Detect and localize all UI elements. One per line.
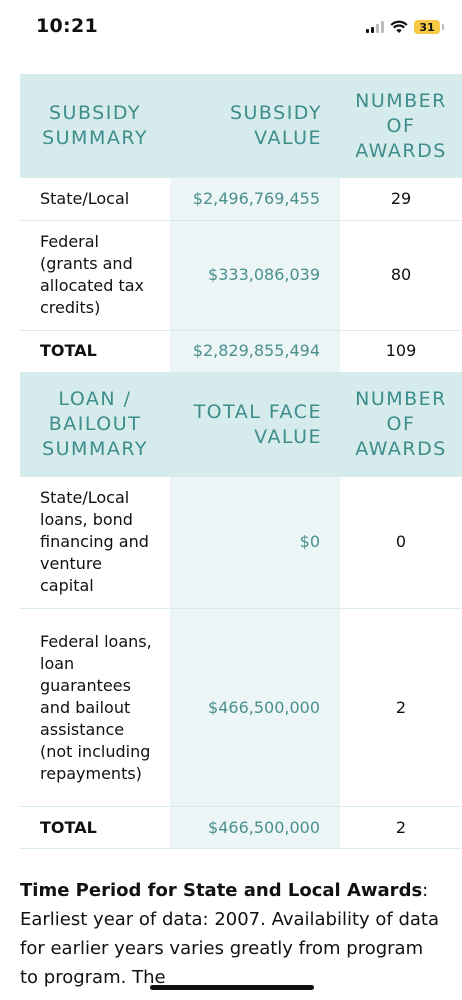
loan-bailout-summary-header: LOAN / BAILOUT SUMMARY [20, 372, 170, 477]
time-period-text: : Earliest year of data: 2007. Availabil… [20, 880, 440, 988]
table-row: Federal loans, loan guarantees and bailo… [20, 608, 462, 807]
time-period-heading: Time Period for State and Local Awards [20, 880, 423, 901]
row-count: 29 [340, 178, 462, 221]
subsidy-summary-header: SUBSIDY SUMMARY [20, 74, 170, 178]
number-of-awards-header: NUMBER OF AWARDS [340, 372, 462, 477]
loan-bailout-summary-table: LOAN / BAILOUT SUMMARY TOTAL FACE VALUE … [20, 372, 462, 849]
home-indicator[interactable] [150, 985, 314, 990]
row-count: 0 [340, 476, 462, 609]
loan-header-row: LOAN / BAILOUT SUMMARY TOTAL FACE VALUE … [20, 372, 462, 477]
table-row: Federal (grants and allocated tax credit… [20, 220, 462, 331]
number-of-awards-header: NUMBER OF AWARDS [340, 74, 462, 178]
row-label: TOTAL [20, 806, 170, 849]
row-count: 2 [340, 806, 462, 849]
total-row: TOTAL $466,500,000 2 [20, 806, 462, 849]
row-label: TOTAL [20, 330, 170, 373]
status-bar: 10:21 31 [0, 0, 462, 56]
time-period-note: Time Period for State and Local Awards: … [20, 876, 440, 992]
row-value: $2,496,769,455 [170, 178, 340, 221]
table-row: State/Local $2,496,769,455 29 [20, 178, 462, 221]
row-count: 80 [340, 220, 462, 331]
row-count: 2 [340, 608, 462, 807]
summary-tables: SUBSIDY SUMMARY SUBSIDY VALUE NUMBER OF … [20, 74, 462, 849]
wifi-icon [390, 20, 408, 33]
status-icons: 31 [366, 19, 444, 35]
subsidy-value-header: SUBSIDY VALUE [170, 74, 340, 178]
row-label: State/Local [20, 178, 170, 221]
subsidy-summary-table: SUBSIDY SUMMARY SUBSIDY VALUE NUMBER OF … [20, 74, 462, 373]
battery-icon: 31 [414, 20, 444, 34]
subsidy-header-row: SUBSIDY SUMMARY SUBSIDY VALUE NUMBER OF … [20, 74, 462, 178]
total-face-value-header: TOTAL FACE VALUE [170, 372, 340, 477]
row-label: Federal loans, loan guarantees and bailo… [20, 608, 170, 807]
status-time: 10:21 [36, 15, 98, 37]
table-row: State/Local loans, bond financing and ve… [20, 476, 462, 609]
row-value: $0 [170, 476, 340, 609]
row-label: State/Local loans, bond financing and ve… [20, 476, 170, 609]
row-label: Federal (grants and allocated tax credit… [20, 220, 170, 331]
row-value: $466,500,000 [170, 608, 340, 807]
row-value: $2,829,855,494 [170, 330, 340, 373]
total-row: TOTAL $2,829,855,494 109 [20, 330, 462, 373]
row-count: 109 [340, 330, 462, 373]
row-value: $466,500,000 [170, 806, 340, 849]
cellular-signal-icon [366, 21, 384, 33]
row-value: $333,086,039 [170, 220, 340, 331]
